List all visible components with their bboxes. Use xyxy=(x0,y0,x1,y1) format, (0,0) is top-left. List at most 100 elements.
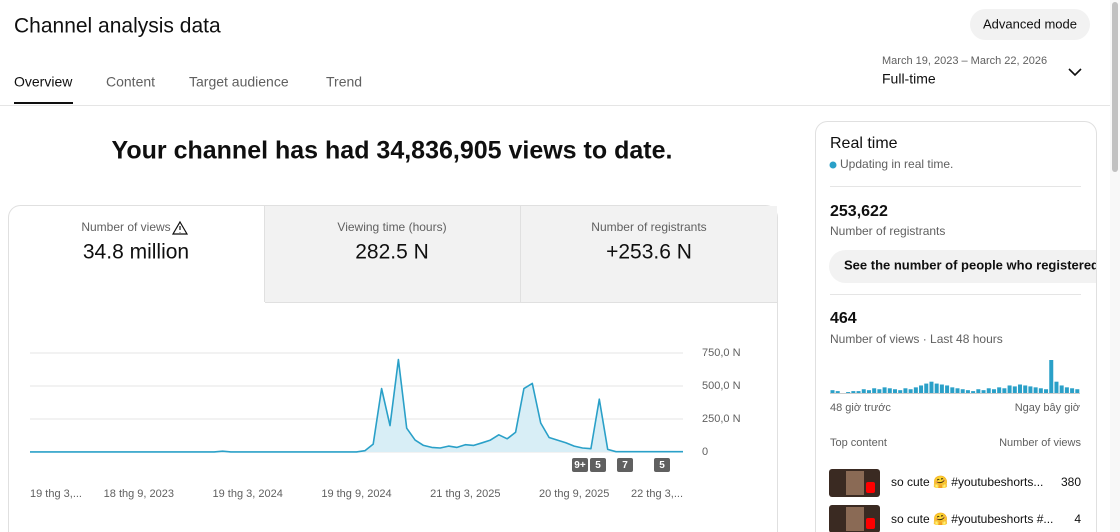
tab[interactable]: Target audience xyxy=(189,74,289,90)
bar xyxy=(934,383,939,393)
bar xyxy=(1075,389,1080,393)
bar xyxy=(991,389,996,393)
annotation-badge xyxy=(590,458,606,472)
tab-underline xyxy=(14,102,73,104)
subscriber-button-label[interactable]: See the number of people who registered … xyxy=(844,257,1120,272)
metric-value: 282.5 N xyxy=(355,241,429,264)
metric-value: +253.6 N xyxy=(606,241,692,264)
annotation-badge xyxy=(654,458,670,472)
realtime-status: Updating in real time. xyxy=(840,157,953,171)
date-period[interactable]: Full-time xyxy=(882,71,936,87)
bar xyxy=(960,389,965,393)
bar xyxy=(1064,387,1069,393)
bar xyxy=(1044,389,1049,393)
annotation-label: 5 xyxy=(595,460,601,471)
bar xyxy=(929,381,934,393)
advanced-mode-button[interactable] xyxy=(970,9,1090,40)
bar xyxy=(872,388,877,393)
bar xyxy=(1028,386,1033,393)
thumbnail-image xyxy=(846,507,864,531)
x-tick-label: 22 thg 3,... xyxy=(631,488,683,500)
date-range: March 19, 2023 – March 22, 2026 xyxy=(882,55,1047,67)
bar xyxy=(997,387,1002,393)
realtime-views: 464 xyxy=(830,310,857,327)
x-tick-label: 19 thg 3,... xyxy=(30,488,82,500)
subscriber-button[interactable] xyxy=(829,250,1120,283)
annotation-badge xyxy=(572,458,588,472)
content-title[interactable]: so cute 🤗 #youtubeshorts #... xyxy=(891,512,1053,526)
annotation-label: 7 xyxy=(622,460,628,471)
content-views: 4 xyxy=(1074,512,1081,526)
metric-label[interactable]: Number of views xyxy=(81,220,170,234)
metric-value: 34.8 million xyxy=(83,241,189,264)
metric-label[interactable]: Viewing time (hours) xyxy=(337,220,446,234)
x-axis-label: 48 giờ trước xyxy=(830,402,891,414)
tab[interactable]: Overview xyxy=(14,74,73,90)
bar xyxy=(945,385,950,393)
content-title[interactable]: so cute 🤗 #youtubeshorts... xyxy=(891,475,1043,489)
bar xyxy=(971,391,976,393)
annotation-label: 5 xyxy=(659,460,665,471)
bar xyxy=(877,389,882,393)
bar xyxy=(908,389,913,393)
bar xyxy=(976,389,981,393)
realtime-views-label: Number of views · Last 48 hours xyxy=(830,332,1003,346)
bar xyxy=(866,390,871,393)
bar xyxy=(939,384,944,393)
dropdown-chevron[interactable] xyxy=(1068,68,1082,77)
metric-label[interactable]: Number of registrants xyxy=(591,220,706,234)
bar xyxy=(981,390,986,393)
tab[interactable]: Trend xyxy=(326,74,362,90)
bar xyxy=(924,383,929,393)
bar xyxy=(861,389,866,393)
realtime-chart: 48 giờ trước Ngay bây giờ xyxy=(830,360,1080,414)
realtime-card xyxy=(815,121,1097,532)
warning-icon xyxy=(171,220,189,235)
tab[interactable]: Content xyxy=(106,74,155,90)
headline: Your channel has had 34,836,905 views to… xyxy=(112,137,673,165)
bar xyxy=(898,390,903,393)
shorts-icon xyxy=(866,482,875,493)
views-column-label: Number of views xyxy=(999,437,1081,449)
x-tick-label: 19 thg 9, 2024 xyxy=(321,488,391,500)
content-views: 380 xyxy=(1061,475,1081,489)
y-tick-label: 500,0 N xyxy=(702,380,741,392)
subscriber-count: 253,622 xyxy=(830,203,888,220)
bar xyxy=(919,385,924,393)
bar xyxy=(1018,384,1023,393)
bar xyxy=(887,388,892,393)
bar xyxy=(851,391,856,393)
x-tick-label: 19 thg 3, 2024 xyxy=(212,488,282,500)
live-dot xyxy=(829,161,837,169)
x-axis-label: Ngay bây giờ xyxy=(1015,402,1080,414)
subscriber-label: Number of registrants xyxy=(830,224,945,238)
bar xyxy=(1038,388,1043,393)
y-tick-label: 750,0 N xyxy=(702,347,741,359)
realtime-title: Real time xyxy=(830,135,898,152)
views-chart: 0 250,0 N 500,0 N 750,0 N 19 thg 3,... 18 thg… xyxy=(30,347,741,500)
bar xyxy=(1070,388,1075,393)
bar xyxy=(1002,388,1007,393)
bar xyxy=(846,392,851,393)
bar xyxy=(965,390,970,393)
bar xyxy=(1007,385,1012,393)
shorts-icon xyxy=(866,518,875,529)
annotation-badge xyxy=(617,458,633,472)
bar xyxy=(835,391,840,393)
scrollbar-thumb[interactable] xyxy=(1112,2,1118,172)
scrollbar-track xyxy=(1110,0,1120,532)
bar xyxy=(913,387,918,393)
bar xyxy=(1012,386,1017,393)
bar xyxy=(893,389,898,393)
x-tick-label: 20 thg 9, 2025 xyxy=(539,488,609,500)
advanced-mode-label[interactable]: Advanced mode xyxy=(983,16,1077,31)
realtime-content: Real time Updating in real time. 253,622… xyxy=(829,135,1120,532)
y-tick-label: 0 xyxy=(702,446,708,458)
x-tick-label: 21 thg 3, 2025 xyxy=(430,488,500,500)
thumbnail-image xyxy=(846,471,864,495)
bar xyxy=(830,390,835,393)
bar xyxy=(1049,360,1054,393)
bar xyxy=(1023,385,1028,393)
bar xyxy=(950,387,955,393)
bar xyxy=(986,388,991,393)
